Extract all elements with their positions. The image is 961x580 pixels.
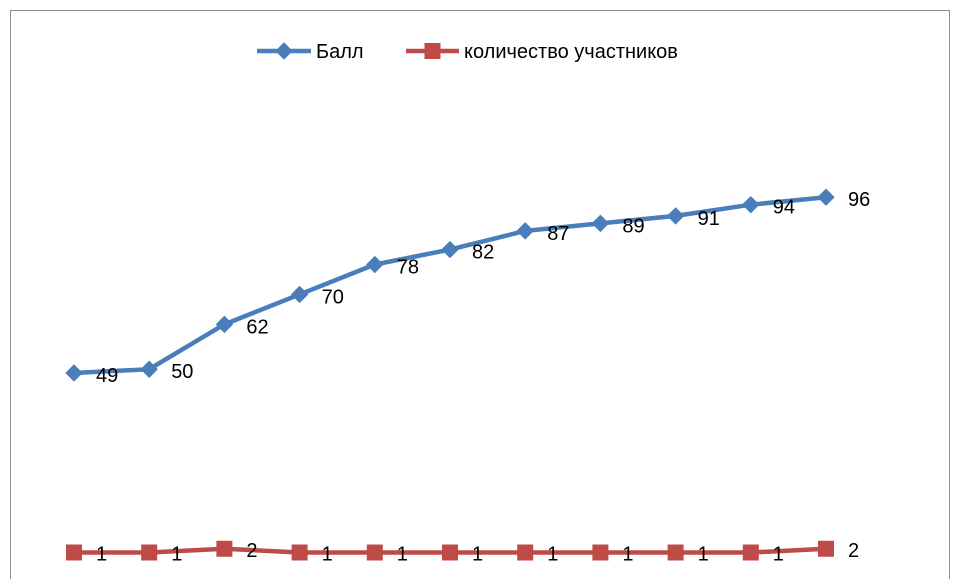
legend-marker-2 (424, 43, 441, 59)
series-1-point-9 (666, 207, 685, 225)
series-2-point-10 (742, 544, 759, 561)
legend-marker-1 (275, 42, 293, 60)
series-2-data-label-5: 1 (397, 544, 408, 566)
series-1-data-label-4: 70 (322, 286, 344, 308)
series-1-data-label-1: 49 (96, 365, 118, 387)
series-1-data-label-3: 62 (246, 316, 268, 338)
data-labels: 49 50 62 70 78 82 87 89 91 94 96 1 1 2 1 1 1 1 1 1 1 2 (96, 189, 870, 565)
series-2-data-label-7: 1 (547, 544, 558, 566)
series-1-data-label-9: 91 (698, 208, 720, 230)
series-2-data-label-1: 1 (96, 544, 107, 566)
legend-label-2: количество участников (464, 41, 678, 63)
series-2-point-4 (291, 544, 308, 561)
series-1-point-8 (591, 214, 610, 233)
series-1-point-6 (441, 240, 459, 259)
series-1-point-7 (516, 222, 534, 240)
series-1-point-5 (366, 255, 384, 274)
series-2-point-1 (66, 544, 82, 561)
series-1-data-label-2: 50 (171, 361, 193, 383)
series-2-point-9 (667, 544, 684, 561)
series-2-data-label-4: 1 (322, 544, 333, 566)
series-1-point-4 (290, 285, 309, 304)
series-1-data-label-8: 89 (622, 215, 644, 237)
series-1-point-10 (742, 195, 760, 214)
series-2-data-label-2: 1 (171, 544, 182, 566)
series-2-point-7 (517, 544, 534, 561)
series-1-data-label-11: 96 (848, 189, 870, 211)
series-1-point-1 (65, 364, 83, 382)
series-1-point-2 (140, 360, 158, 378)
series-1-point-11 (817, 188, 835, 206)
series-2-data-label-8: 1 (622, 544, 633, 566)
series-2-point-5 (366, 544, 383, 561)
series-2-point-8 (592, 544, 609, 561)
series-2-point-2 (141, 544, 158, 561)
series-1-data-label-7: 87 (547, 223, 569, 245)
series-2-point-6 (442, 544, 458, 561)
series-1-data-label-10: 94 (773, 197, 795, 219)
legend: Балл количество участников (257, 41, 678, 63)
legend-label-1: Балл (316, 41, 364, 63)
series-markers (65, 188, 835, 561)
series-1-data-label-5: 78 (397, 257, 419, 279)
series-2-point-11 (818, 540, 834, 557)
series-1-point-3 (215, 315, 234, 334)
chart-frame (10, 10, 950, 579)
series-1-data-label-6: 82 (472, 242, 494, 264)
series-2-data-label-11: 2 (848, 540, 859, 562)
series-2-data-label-9: 1 (698, 544, 709, 566)
series-2-data-label-10: 1 (773, 544, 784, 566)
series-2-data-label-3: 2 (246, 540, 257, 562)
series-2-point-3 (216, 540, 233, 557)
series-2-data-label-6: 1 (472, 544, 483, 566)
